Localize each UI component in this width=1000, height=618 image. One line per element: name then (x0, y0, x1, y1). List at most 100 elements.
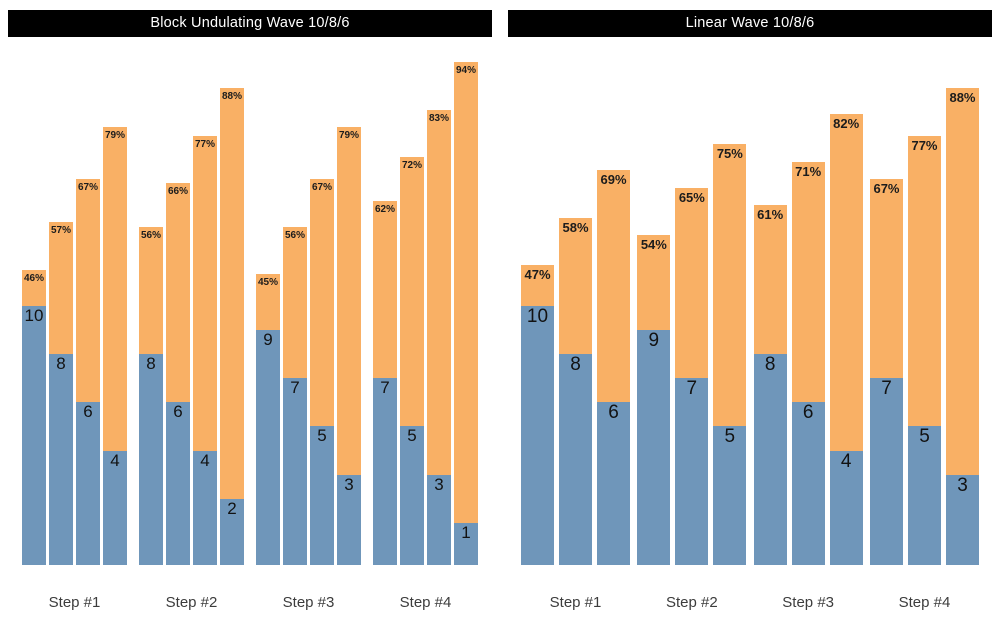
reps-segment: 9 (637, 330, 671, 565)
plot-area: 47% 10 58% 8 69% 6 54% 9 65% 7 75% 5 61% 8 71% 6 82% 4 67%… (508, 37, 992, 565)
intensity-label: 77% (194, 139, 215, 150)
reps-segment: 7 (675, 378, 709, 565)
axis-label-step: Step #3 (782, 594, 835, 611)
reps-label: 10 (526, 306, 549, 327)
intensity-label: 82% (833, 116, 860, 131)
reps-segment: 6 (166, 402, 190, 565)
intensity-bar: 56% 8 (139, 227, 163, 565)
reps-segment: 10 (22, 306, 46, 565)
intensity-bar: 66% 6 (166, 183, 190, 565)
x-axis: Step #1 Step #2 Step #3 Step #4 (8, 565, 492, 611)
x-axis: Step #1 Step #2 Step #3 Step #4 (508, 565, 992, 611)
intensity-bar: 45% 9 (256, 274, 280, 565)
intensity-bar: 72% 5 (400, 157, 424, 565)
reps-label: 4 (200, 451, 210, 470)
reps-label: 5 (407, 426, 417, 445)
intensity-label: 61% (757, 207, 784, 222)
reps-label: 8 (56, 354, 66, 373)
intensity-label: 56% (284, 230, 305, 241)
reps-segment: 8 (753, 354, 787, 565)
reps-segment: 4 (829, 451, 863, 565)
reps-label: 6 (83, 402, 93, 421)
bar-group: 46% 10 57% 8 67% 6 79% 4 (22, 127, 127, 565)
intensity-bar: 47% 10 (521, 265, 554, 565)
intensity-label: 47% (524, 267, 551, 282)
reps-label: 6 (173, 402, 183, 421)
axis-label-step: Step #1 (549, 594, 602, 611)
reps-segment: 8 (49, 354, 73, 565)
intensity-bar: 58% 8 (559, 218, 592, 565)
axis-label-step: Step #2 (165, 594, 218, 611)
intensity-label: 62% (374, 204, 395, 215)
axis-label-step: Step #4 (898, 594, 951, 611)
reps-segment: 5 (310, 426, 334, 565)
intensity-label: 88% (949, 90, 976, 105)
intensity-bar: 67% 5 (310, 179, 334, 565)
reps-segment: 8 (559, 354, 592, 565)
intensity-bar: 75% 5 (713, 144, 747, 565)
intensity-bar: 46% 10 (22, 270, 46, 565)
intensity-bar: 69% 6 (597, 170, 630, 565)
intensity-bar: 77% 5 (907, 136, 941, 565)
reps-segment: 7 (869, 378, 903, 565)
reps-label: 3 (434, 475, 444, 494)
reps-segment: 9 (256, 330, 280, 565)
bar-group: 61% 8 71% 6 82% 4 (753, 114, 863, 565)
intensity-label: 67% (77, 182, 98, 193)
reps-label: 3 (957, 475, 968, 496)
reps-label: 9 (648, 330, 660, 351)
reps-segment: 2 (220, 499, 244, 565)
intensity-label: 88% (221, 91, 242, 102)
intensity-bar: 67% 7 (869, 179, 903, 565)
reps-label: 5 (919, 426, 930, 447)
reps-segment: 7 (373, 378, 397, 565)
reps-label: 7 (881, 378, 892, 399)
bar-group: 56% 8 66% 6 77% 4 88% 2 (139, 88, 244, 565)
intensity-label: 83% (428, 113, 449, 124)
reps-segment: 8 (139, 354, 163, 565)
reps-label: 8 (764, 354, 776, 375)
intensity-label: 67% (311, 182, 332, 193)
reps-label: 1 (461, 523, 471, 542)
intensity-label: 72% (401, 160, 422, 171)
reps-segment: 5 (400, 426, 424, 565)
intensity-label: 79% (338, 130, 359, 141)
intensity-bar: 94% 1 (454, 62, 478, 565)
intensity-label: 77% (911, 138, 938, 153)
reps-segment: 4 (103, 451, 127, 565)
bar-group: 62% 7 72% 5 83% 3 94% 1 (373, 62, 478, 565)
reps-segment: 3 (427, 475, 451, 565)
intensity-label: 94% (455, 65, 476, 76)
reps-label: 9 (263, 330, 273, 349)
chart-title: Block Undulating Wave 10/8/6 (8, 10, 492, 37)
intensity-label: 66% (167, 186, 188, 197)
reps-label: 8 (146, 354, 156, 373)
intensity-bar: 54% 9 (637, 235, 671, 565)
intensity-bar: 88% 3 (945, 88, 979, 565)
chart-panel-linear-wave: Linear Wave 10/8/6 47% 10 58% 8 69% 6 54% 9 65% 7… (508, 10, 992, 611)
reps-label: 6 (802, 402, 814, 423)
intensity-label: 75% (716, 146, 743, 161)
reps-segment: 3 (945, 475, 979, 565)
intensity-label: 67% (873, 181, 900, 196)
axis-label-step: Step #2 (665, 594, 718, 611)
reps-segment: 1 (454, 523, 478, 565)
intensity-bar: 79% 3 (337, 127, 361, 565)
reps-label: 4 (840, 451, 852, 472)
bar-group: 67% 7 77% 5 88% 3 (869, 88, 979, 565)
reps-label: 8 (570, 354, 581, 375)
intensity-bar: 83% 3 (427, 110, 451, 565)
reps-segment: 7 (283, 378, 307, 565)
intensity-label: 56% (140, 230, 161, 241)
intensity-bar: 65% 7 (675, 188, 709, 565)
reps-segment: 4 (193, 451, 217, 565)
bar-group: 45% 9 56% 7 67% 5 79% 3 (256, 127, 361, 565)
intensity-label: 71% (795, 164, 822, 179)
intensity-bar: 67% 6 (76, 179, 100, 565)
reps-segment: 10 (521, 306, 554, 565)
reps-segment: 5 (907, 426, 941, 565)
reps-segment: 5 (713, 426, 747, 565)
reps-label: 3 (344, 475, 354, 494)
bar-group: 47% 10 58% 8 69% 6 (521, 170, 630, 565)
